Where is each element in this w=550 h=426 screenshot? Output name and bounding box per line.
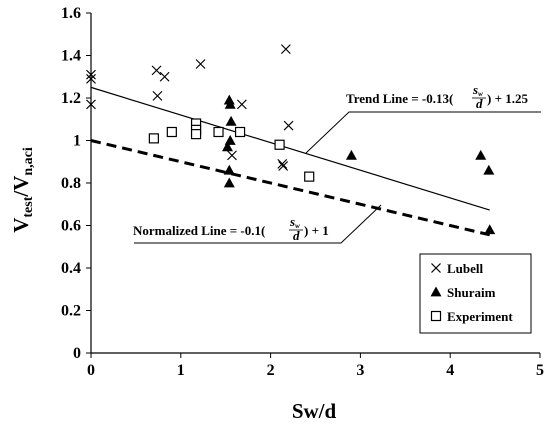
lubell-point (86, 99, 96, 110)
y-axis-title-sub1: test (21, 196, 36, 217)
shuraim-point (224, 135, 236, 145)
x-tick-labels: 0 1 2 3 4 5 (87, 362, 544, 379)
normalized-prefix: Normalized Line = -0.1( (133, 223, 265, 238)
shuraim-point (483, 164, 495, 175)
shuraim-point (221, 141, 233, 152)
y-tick-label: 0.4 (61, 260, 81, 277)
y-tick-label: 1.6 (61, 5, 81, 22)
y-tick-labels: 0 0.2 0.4 0.6 0.8 1 1.2 1.4 1.6 (61, 5, 81, 362)
trend-fraction: sw d (472, 82, 486, 111)
y-axis-title-main: V (9, 218, 33, 233)
legend-lubell-marker (431, 263, 441, 273)
normalized-frac-num: sw (289, 214, 300, 230)
shuraim-point (345, 149, 357, 160)
y-tick-label: 0.6 (61, 218, 81, 235)
legend: Lubell Shuraim Experiment (419, 253, 532, 334)
y-tick-label: 0 (73, 345, 81, 362)
trend-leader-line (305, 111, 541, 154)
x-tick-label: 2 (267, 362, 275, 379)
y-tick-label: 1 (73, 133, 81, 150)
trend-frac-num: sw (472, 82, 483, 98)
lubell-point (195, 59, 206, 69)
trend-line (90, 86, 490, 211)
legend-lubell-label: Lubell (447, 261, 484, 276)
normalized-line (90, 139, 491, 237)
normalized-leader-line (134, 204, 382, 244)
y-tick-label: 0.2 (61, 303, 81, 320)
lubell-point (152, 90, 163, 101)
y-tick-label: 1.2 (61, 90, 81, 107)
lubell-point (277, 158, 288, 169)
experiment-point (304, 171, 315, 182)
y-axis-title-sub2: n,aci (21, 147, 36, 176)
normalized-suffix: ) + 1 (304, 223, 329, 238)
data-points (86, 44, 496, 235)
legend-experiment-marker (430, 310, 442, 322)
lubell-point (283, 120, 294, 131)
experiment-point (190, 129, 202, 140)
shuraim-point (225, 115, 237, 126)
shuraim-point (224, 98, 236, 109)
normalized-line-label: Normalized Line = -0.1( (133, 223, 265, 238)
normalized-fraction: sw d (289, 214, 303, 243)
legend-shuraim-label: Shuraim (447, 285, 496, 300)
x-tick-label: 5 (536, 362, 544, 379)
shuraim-point (475, 149, 487, 160)
legend-shuraim-marker (430, 286, 442, 297)
experiment-point (274, 139, 285, 150)
x-tick-label: 4 (446, 362, 454, 379)
lubell-point (227, 150, 237, 161)
normalized-frac-den: d (293, 228, 300, 243)
x-axis-title: Sw/d (292, 399, 337, 423)
trend-frac-den: d (476, 96, 483, 111)
x-tick-label: 3 (356, 362, 364, 379)
shuraim-point (484, 224, 496, 235)
lubell-point (86, 73, 96, 84)
experiment-point (166, 126, 177, 138)
y-tick-label: 1.4 (61, 48, 81, 65)
lubell-point (86, 69, 96, 80)
trend-line-label: Trend Line = -0.13( (346, 91, 453, 106)
y-tick-label: 0.8 (61, 175, 81, 192)
y-axis-title-slash: /V (9, 176, 33, 198)
fit-lines (90, 86, 491, 237)
x-tick-label: 0 (87, 362, 95, 379)
x-tick-label: 1 (177, 362, 185, 379)
axes (86, 12, 541, 358)
experiment-point (213, 126, 224, 138)
experiment-point (234, 126, 246, 138)
legend-experiment-label: Experiment (447, 309, 513, 324)
lubell-point (236, 99, 247, 110)
y-axis-title: Vtest/Vn,aci (9, 147, 36, 233)
trend-suffix: ) + 1.25 (487, 91, 528, 106)
shuraim-point (223, 94, 235, 105)
lubell-point (151, 65, 162, 76)
lubell-point (278, 161, 289, 171)
shuraim-point (223, 164, 235, 175)
lubell-point (159, 71, 170, 82)
trend-prefix: Trend Line = -0.13( (346, 91, 453, 106)
lubell-point (280, 44, 291, 55)
experiment-point (148, 133, 159, 144)
shuraim-point (223, 177, 235, 188)
